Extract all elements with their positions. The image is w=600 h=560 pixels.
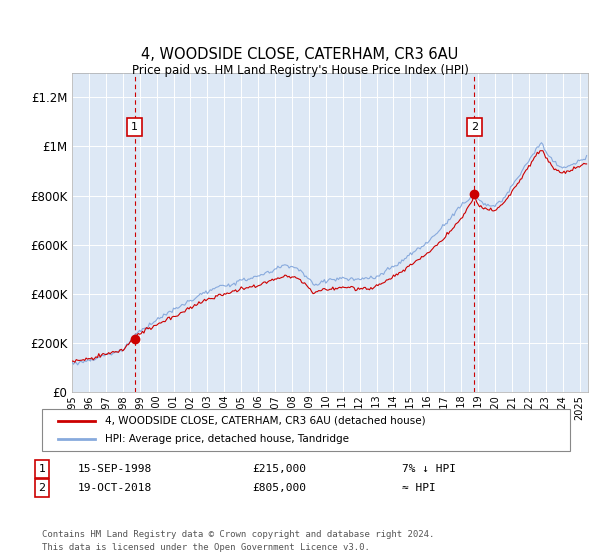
Text: £805,000: £805,000 [252, 483, 306, 493]
Text: £215,000: £215,000 [252, 464, 306, 474]
FancyBboxPatch shape [42, 409, 570, 451]
Text: HPI: Average price, detached house, Tandridge: HPI: Average price, detached house, Tand… [106, 434, 349, 444]
Text: 1: 1 [38, 464, 46, 474]
Text: ≈ HPI: ≈ HPI [402, 483, 436, 493]
Text: Price paid vs. HM Land Registry's House Price Index (HPI): Price paid vs. HM Land Registry's House … [131, 64, 469, 77]
Text: 15-SEP-1998: 15-SEP-1998 [78, 464, 152, 474]
Text: 19-OCT-2018: 19-OCT-2018 [78, 483, 152, 493]
Text: 4, WOODSIDE CLOSE, CATERHAM, CR3 6AU: 4, WOODSIDE CLOSE, CATERHAM, CR3 6AU [142, 46, 458, 62]
Text: 4, WOODSIDE CLOSE, CATERHAM, CR3 6AU (detached house): 4, WOODSIDE CLOSE, CATERHAM, CR3 6AU (de… [106, 416, 426, 426]
Text: Contains HM Land Registry data © Crown copyright and database right 2024.
This d: Contains HM Land Registry data © Crown c… [42, 530, 434, 552]
Text: 2: 2 [471, 122, 478, 132]
Text: 7% ↓ HPI: 7% ↓ HPI [402, 464, 456, 474]
Text: 2: 2 [38, 483, 46, 493]
Text: 1: 1 [131, 122, 138, 132]
